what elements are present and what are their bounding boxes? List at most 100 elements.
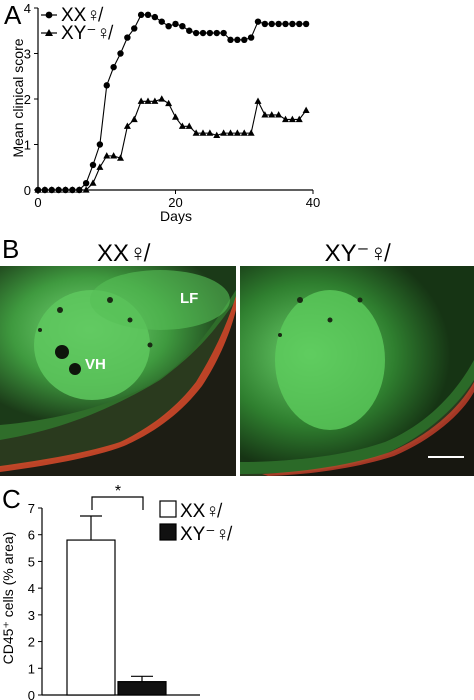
data-point-xx	[275, 20, 282, 28]
chart-c-y-tick-label: 1	[28, 661, 35, 676]
micrograph-xx: LF VH	[0, 266, 236, 476]
data-point-xy	[185, 122, 193, 129]
legend-a-xy-label: XY⁻♀̸	[61, 23, 114, 44]
series-line-xx	[38, 14, 307, 191]
data-point-xy	[82, 186, 90, 193]
data-point-xy	[268, 111, 276, 118]
chart-a-x-label: Days	[160, 208, 192, 224]
chart-c-y-tick-label: 5	[28, 554, 35, 569]
data-point-xy	[130, 115, 138, 123]
data-point-xy	[206, 129, 214, 136]
label-vh: VH	[85, 356, 106, 373]
data-point-xy	[295, 115, 303, 123]
data-point-xy	[199, 129, 207, 136]
micrograph-xy	[240, 266, 474, 476]
chart-c-y-label: CD45⁺ cells (% area)	[0, 532, 16, 665]
chart-a-x-tick-label: 0	[34, 195, 41, 210]
data-point-xx	[282, 20, 289, 28]
panel-a-letter: A	[4, 0, 22, 30]
series-line-xy	[38, 98, 307, 191]
data-point-xx	[268, 20, 275, 28]
data-point-xx	[179, 23, 186, 30]
chart-a-x-tick-label: 20	[168, 195, 182, 210]
data-point-xy	[151, 97, 159, 104]
data-point-xy	[34, 186, 42, 193]
chart-c-y-tick-label: 0	[28, 688, 35, 700]
data-point-xx	[144, 11, 152, 19]
legend-circle-marker	[45, 11, 53, 19]
data-point-xx	[96, 141, 104, 148]
data-point-xx	[254, 18, 262, 25]
data-point-xy	[55, 186, 63, 193]
data-point-xx	[296, 20, 303, 28]
data-point-xy	[275, 111, 283, 118]
chart-c-y-tick-label: 6	[28, 528, 35, 543]
data-point-xx	[165, 23, 172, 30]
data-point-xy	[302, 106, 310, 113]
chart-a-y-tick-label: 2	[24, 92, 31, 107]
panel-b-letter: B	[2, 234, 19, 264]
data-point-xx	[158, 18, 165, 25]
data-point-xy	[48, 186, 56, 193]
data-point-xx	[227, 36, 234, 44]
data-point-xx	[241, 36, 248, 44]
chart-a-y-tick-label: 1	[24, 138, 31, 153]
data-point-xy	[89, 179, 97, 186]
chart-a-y-tick-label: 0	[24, 183, 31, 198]
chart-a-x-tick-label: 40	[306, 195, 320, 210]
data-point-xy	[282, 115, 289, 123]
significance-star: *	[115, 483, 121, 500]
cd45-bar-chart: 0 1 2 3 4 5 6 7	[28, 501, 200, 700]
data-point-xy	[144, 97, 152, 104]
data-point-xy	[227, 129, 234, 136]
data-point-xy	[137, 97, 145, 104]
data-point-xx	[151, 13, 159, 21]
data-point-xx	[199, 29, 207, 37]
data-point-xy	[117, 154, 124, 161]
data-point-xy	[103, 152, 111, 159]
legend-a-xx-label: XX♀̸	[61, 5, 104, 26]
legend-triangle-marker	[45, 29, 53, 36]
label-lf: LF	[180, 290, 198, 307]
data-point-xx	[110, 63, 117, 71]
micrograph-xx-title: XX♀̸	[97, 240, 151, 267]
bar-xy	[117, 681, 167, 696]
chart-c-y-tick-label: 2	[28, 635, 35, 650]
chart-a-y-tick-label: 4	[24, 1, 31, 16]
data-point-xy	[62, 186, 69, 193]
data-point-xx	[213, 29, 220, 37]
data-point-xy	[240, 129, 248, 136]
data-point-xx	[124, 34, 131, 41]
data-point-xy	[75, 186, 83, 193]
data-point-xx	[117, 50, 124, 57]
data-point-xx	[89, 161, 97, 169]
legend-c-xy-label: XY⁻♀̸	[180, 524, 233, 545]
data-point-xy	[158, 95, 166, 102]
data-point-xy	[220, 129, 228, 136]
data-point-xy	[261, 111, 269, 118]
data-point-xy	[254, 97, 262, 104]
legend-swatch-xx	[159, 500, 177, 518]
data-point-xy	[247, 129, 255, 136]
panel-c-letter: C	[2, 484, 21, 514]
data-point-xx	[289, 20, 296, 28]
data-point-xx	[103, 82, 110, 89]
data-point-xx	[82, 179, 90, 187]
data-point-xy	[233, 129, 241, 136]
chart-c-y-tick-label: 3	[28, 608, 35, 623]
data-point-xx	[261, 20, 269, 28]
data-point-xy	[123, 122, 131, 129]
chart-c-y-tick-label: 4	[28, 581, 35, 596]
chart-a-y-label: Mean clinical score	[10, 38, 26, 157]
data-point-xy	[68, 186, 76, 193]
data-point-xy	[110, 152, 118, 159]
data-point-xy	[288, 115, 296, 123]
micrograph-xy-title: XY⁻♀̸	[325, 240, 392, 267]
data-point-xy	[41, 186, 49, 193]
data-point-xx	[137, 11, 145, 19]
data-point-xy	[192, 129, 200, 136]
chart-a-y-tick-label: 3	[24, 47, 31, 62]
data-point-xx	[186, 27, 193, 34]
chart-a-legend: XX♀̸ XY⁻♀̸	[41, 5, 114, 44]
